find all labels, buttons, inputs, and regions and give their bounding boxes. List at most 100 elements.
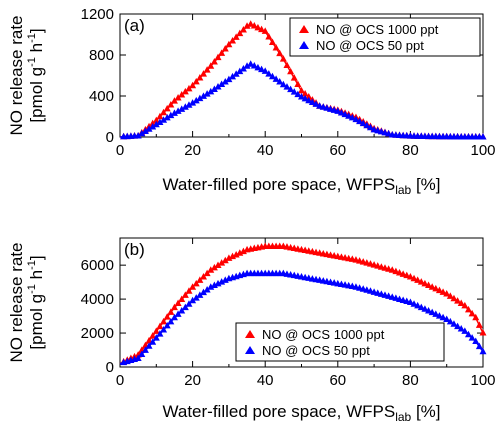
data-point bbox=[207, 283, 215, 290]
data-point bbox=[247, 60, 255, 67]
data-point bbox=[189, 99, 197, 106]
data-point bbox=[254, 23, 262, 31]
data-point bbox=[229, 37, 237, 44]
data-point bbox=[189, 81, 197, 89]
data-point bbox=[221, 78, 229, 85]
x-tick-label: 40 bbox=[257, 372, 274, 389]
data-point bbox=[410, 274, 418, 282]
data-point bbox=[236, 29, 244, 37]
x-tick-label: 60 bbox=[329, 142, 346, 159]
data-point bbox=[243, 62, 251, 69]
x-tick-label: 100 bbox=[470, 142, 495, 159]
data-point bbox=[163, 104, 171, 112]
data-point bbox=[425, 306, 433, 314]
data-point bbox=[214, 261, 222, 268]
data-point bbox=[414, 276, 422, 283]
data-point bbox=[218, 259, 226, 266]
y-tick-label: 4000 bbox=[81, 291, 114, 308]
y-axis-title: NO release rate bbox=[7, 16, 26, 136]
y-tick-label: 1200 bbox=[81, 6, 114, 23]
data-point bbox=[301, 94, 309, 102]
panel-label: (a) bbox=[124, 16, 145, 35]
data-point bbox=[160, 116, 168, 123]
data-point bbox=[214, 82, 222, 90]
data-point bbox=[185, 101, 193, 108]
data-point bbox=[439, 313, 447, 321]
data-point bbox=[163, 113, 171, 121]
data-point bbox=[229, 72, 237, 80]
data-point bbox=[414, 301, 422, 309]
data-point bbox=[479, 133, 487, 140]
data-point bbox=[461, 301, 469, 309]
data-point bbox=[199, 70, 207, 77]
data-point bbox=[210, 263, 218, 271]
data-point bbox=[145, 342, 153, 349]
data-point bbox=[152, 116, 160, 124]
legend-marker bbox=[245, 346, 255, 354]
data-point bbox=[236, 249, 244, 256]
x-tick-label: 20 bbox=[184, 372, 201, 389]
data-point bbox=[203, 66, 211, 73]
data-point bbox=[160, 325, 168, 333]
data-point bbox=[196, 291, 204, 298]
data-point bbox=[156, 330, 164, 337]
data-point bbox=[406, 273, 414, 280]
data-point bbox=[356, 117, 364, 125]
data-point bbox=[156, 118, 164, 125]
x-axis-title: Water-filled pore space, WFPSlab [%] bbox=[162, 175, 440, 197]
data-point bbox=[134, 131, 142, 139]
y-axis-unit: [pmol g-1 h-1] bbox=[26, 28, 46, 122]
legend-label: NO @ OCS 50 ppt bbox=[262, 343, 370, 358]
data-point bbox=[421, 305, 429, 312]
data-point bbox=[185, 300, 193, 307]
y-axis-unit: [pmol g-1 h-1] bbox=[26, 255, 46, 349]
x-tick-label: 80 bbox=[402, 142, 419, 159]
data-point bbox=[279, 80, 287, 88]
data-point bbox=[189, 283, 197, 290]
data-point bbox=[174, 107, 182, 114]
data-point bbox=[479, 347, 487, 355]
data-point bbox=[163, 313, 171, 320]
data-point bbox=[276, 78, 284, 85]
data-point bbox=[178, 306, 186, 314]
legend-box bbox=[289, 17, 481, 57]
data-point bbox=[214, 279, 222, 287]
data-point bbox=[443, 290, 451, 297]
x-tick-label: 20 bbox=[184, 142, 201, 159]
data-point bbox=[145, 125, 153, 132]
y-axis-title: NO release rate bbox=[7, 243, 26, 363]
data-point bbox=[461, 327, 469, 334]
data-point bbox=[258, 65, 266, 73]
data-point bbox=[210, 57, 218, 65]
data-point bbox=[428, 283, 436, 290]
data-point bbox=[196, 276, 204, 283]
x-tick-label: 60 bbox=[329, 372, 346, 389]
data-point bbox=[428, 308, 436, 316]
data-point bbox=[225, 75, 233, 83]
data-point bbox=[254, 63, 262, 71]
data-point bbox=[207, 87, 215, 95]
data-point bbox=[138, 350, 146, 357]
data-point bbox=[479, 329, 487, 336]
x-tick-label: 0 bbox=[116, 142, 124, 159]
legend-box bbox=[235, 322, 445, 362]
data-point bbox=[359, 119, 367, 127]
data-point bbox=[261, 67, 269, 74]
data-point bbox=[341, 110, 349, 118]
data-point bbox=[218, 278, 226, 285]
legend-marker bbox=[245, 330, 255, 338]
data-point bbox=[435, 286, 443, 294]
data-point bbox=[239, 247, 247, 255]
data-point bbox=[334, 107, 342, 114]
data-point bbox=[149, 122, 157, 130]
x-axis-title: Water-filled pore space, WFPSlab [%] bbox=[162, 402, 440, 424]
data-point bbox=[294, 90, 302, 98]
data-point bbox=[417, 303, 425, 311]
data-point bbox=[210, 281, 218, 289]
data-point bbox=[290, 74, 298, 81]
data-point bbox=[192, 279, 200, 287]
data-point bbox=[298, 93, 305, 100]
data-point bbox=[464, 330, 472, 338]
data-point bbox=[247, 20, 255, 27]
data-point bbox=[232, 70, 240, 77]
